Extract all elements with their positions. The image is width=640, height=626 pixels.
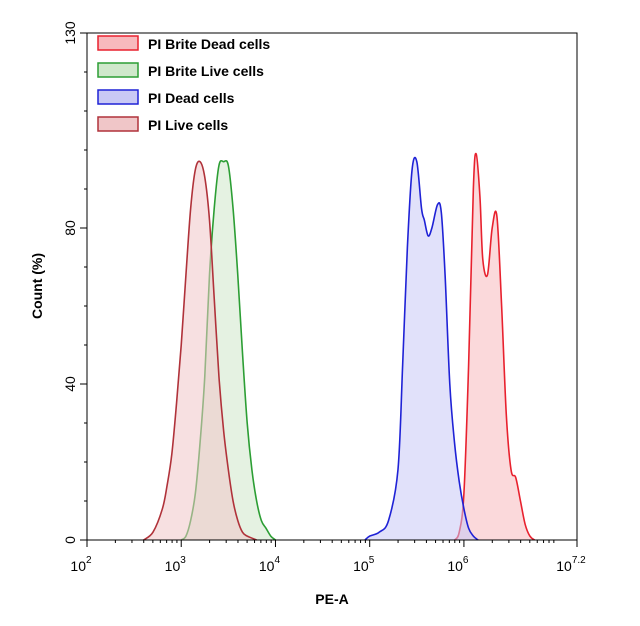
y-axis: 0 40 80 130 [62, 21, 87, 544]
series-area-pi-dead-cells [364, 157, 479, 540]
x-tick-label: 103 [165, 555, 187, 574]
series-line-pi-live-cells [143, 160, 257, 541]
series-line-pi-dead-cells [364, 156, 479, 541]
series-line-pi-brite-dead-cells [453, 152, 536, 541]
legend-swatch-pi-dead-cells [97, 89, 139, 105]
series-area-pi-live-cells [143, 161, 257, 540]
series-area-pi-brite-dead-cells [454, 153, 535, 540]
x-tick-label: 106 [447, 555, 469, 574]
x-tick-label: 105 [353, 555, 375, 574]
x-tick-label: 104 [259, 555, 281, 574]
legend-swatch-pi-brite-live-cells [97, 62, 139, 78]
legend-label-pi-brite-live-cells: PI Brite Live cells [148, 63, 264, 79]
plot-area [86, 32, 578, 541]
y-tick-label: 130 [62, 21, 78, 45]
x-tick-label: 107.2 [556, 555, 586, 574]
x-axis-label: PE-A [315, 591, 348, 607]
legend-label-pi-brite-dead-cells: PI Brite Dead cells [148, 36, 270, 52]
y-tick-label: 0 [62, 536, 78, 544]
x-axis: 102 103 104 105 106 107.2 [70, 540, 586, 574]
legend-label-pi-dead-cells: PI Dead cells [148, 90, 235, 106]
x-tick-label: 102 [70, 555, 92, 574]
y-tick-label: 40 [62, 376, 78, 392]
y-tick-label: 80 [62, 220, 78, 236]
legend-label-pi-live-cells: PI Live cells [148, 117, 228, 133]
legend-swatch-pi-live-cells [97, 116, 139, 132]
legend: PI Brite Dead cells PI Brite Live cells PI… [97, 35, 270, 133]
legend-swatch-pi-brite-dead-cells [97, 35, 139, 51]
y-axis-label: Count (%) [29, 253, 45, 319]
